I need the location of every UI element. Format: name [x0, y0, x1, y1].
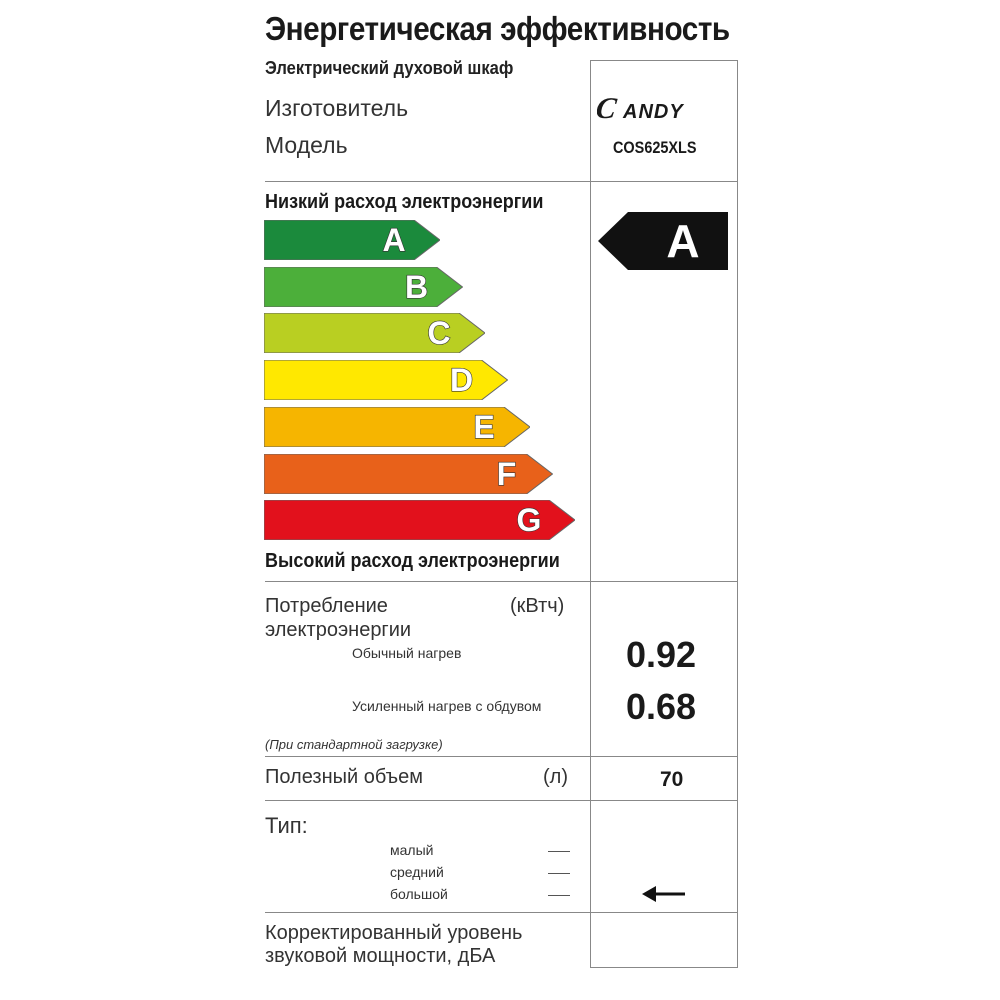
separator-type	[265, 912, 738, 913]
conventional-heating-label: Обычный нагрев	[352, 645, 462, 661]
energy-class-bar-f: F	[264, 453, 553, 494]
fan-heating-label: Усиленный нагрев с обдувом	[352, 698, 542, 714]
selected-type-arrow-icon	[642, 884, 686, 904]
separator-consumption	[265, 756, 738, 757]
energy-class-letter-d: D	[449, 361, 474, 399]
energy-class-arrow-a	[264, 220, 440, 260]
fan-heating-value: 0.68	[626, 686, 697, 727]
rating-letter: A	[666, 215, 700, 267]
energy-class-arrow-d	[264, 360, 508, 401]
energy-class-bar-d: D	[264, 360, 508, 401]
consumption-label-line1: Потребление	[265, 595, 388, 617]
energy-class-letter-g: G	[516, 502, 542, 539]
rating-indicator: A	[598, 212, 728, 270]
high-consumption-label: Высокий расход электроэнергии	[265, 550, 560, 572]
volume-label: Полезный объем	[265, 766, 424, 788]
energy-class-arrow-e	[264, 406, 530, 447]
noise-label-line1: Корректированный уровень	[265, 922, 523, 944]
separator-scale	[265, 581, 738, 582]
volume-value: 70	[660, 768, 684, 791]
type-option-label: средний	[390, 864, 444, 880]
energy-class-letter-e: E	[473, 408, 496, 445]
manufacturer-label: Изготовитель	[265, 95, 409, 121]
energy-class-letter-b: B	[404, 268, 429, 305]
consumption-label-line2: электроэнергии	[265, 619, 412, 641]
energy-class-arrow-g	[264, 500, 575, 541]
candy-logo: C ANDY	[594, 88, 732, 128]
conventional-heating-value: 0.92	[626, 634, 697, 675]
svg-text:ANDY: ANDY	[622, 101, 684, 123]
low-consumption-label: Низкий расход электроэнергии	[265, 191, 544, 213]
energy-class-bar-c: C	[264, 313, 485, 354]
separator-header	[265, 181, 738, 182]
type-option-dash	[548, 873, 570, 874]
type-option-label: малый	[390, 842, 434, 858]
label-title: Энергетическая эффективность	[265, 10, 730, 47]
right-column-bottom-border	[590, 967, 738, 968]
energy-class-letter-f: F	[496, 455, 517, 492]
right-column-top-border	[590, 60, 738, 61]
energy-class-arrow-b	[264, 266, 463, 307]
energy-class-bar-g: G	[264, 500, 575, 541]
model-label: Модель	[265, 132, 348, 158]
standard-load-note: (При стандартной загрузке)	[265, 737, 443, 752]
energy-class-bar-e: E	[264, 406, 530, 447]
energy-class-bar-b: B	[264, 266, 463, 307]
energy-class-letter-a: A	[382, 221, 406, 258]
right-column-right-border	[737, 60, 738, 968]
energy-class-arrow-f	[264, 453, 553, 494]
consumption-unit: (кВтч)	[510, 595, 565, 617]
energy-class-arrow-c	[264, 313, 485, 354]
type-label: Тип:	[265, 813, 308, 838]
right-column-left-border	[590, 60, 591, 968]
type-option-dash	[548, 851, 570, 852]
separator-volume	[265, 800, 738, 801]
type-option-label: большой	[390, 886, 448, 902]
noise-label-line2: звуковой мощности, дБА	[265, 945, 496, 967]
type-option-dash	[548, 895, 570, 896]
energy-class-letter-c: C	[427, 315, 451, 352]
volume-unit: (л)	[543, 766, 568, 788]
svg-text:C: C	[597, 91, 619, 125]
appliance-type: Электрический духовой шкаф	[265, 58, 514, 78]
model-value: COS625XLS	[613, 138, 697, 157]
energy-class-bar-a: A	[264, 220, 440, 260]
